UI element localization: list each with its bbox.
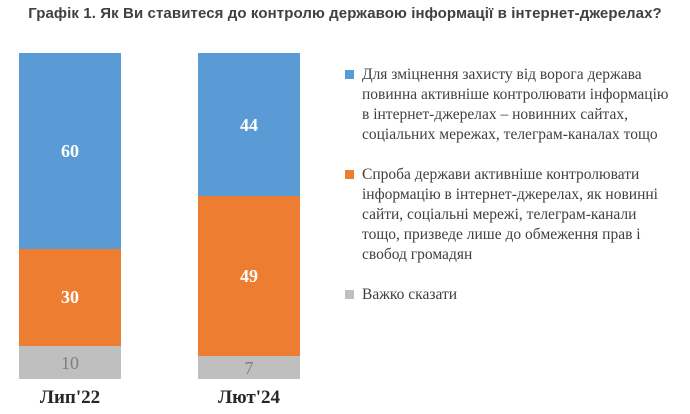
x-axis-label: Лют'24 xyxy=(217,387,281,408)
bar-segment: 7 xyxy=(198,356,300,379)
bar-segment: 60 xyxy=(19,53,121,249)
bar-value-label: 30 xyxy=(61,287,79,308)
stacked-bar: 44 49 7 xyxy=(198,53,300,379)
legend-marker-icon xyxy=(345,70,354,79)
bar-value-label: 49 xyxy=(240,266,258,287)
bar-value-label: 10 xyxy=(61,352,79,373)
bar-segment: 30 xyxy=(19,248,121,347)
chart-title: Графік 1. Як Ви ставитеся до контролю де… xyxy=(28,5,662,22)
bar-value-label: 44 xyxy=(240,114,258,135)
bar-segment: 49 xyxy=(198,196,300,357)
legend-label: Важко сказати xyxy=(362,286,458,303)
legend-label: Для зміцнення захисту від ворога держава… xyxy=(362,66,669,143)
legend-label: Спроба держави активніше контролювати ін… xyxy=(362,166,658,263)
legend-marker-icon xyxy=(345,170,354,179)
chart-content: 60 30 10 Лип'22 44 49 7 Лют'24 Для зміцнення за… xyxy=(0,53,690,409)
bar-segment: 44 xyxy=(198,53,300,197)
legend-item: Спроба держави активніше контролювати ін… xyxy=(345,165,686,265)
bar-group: 60 30 10 Лип'22 xyxy=(19,53,121,409)
legend: Для зміцнення захисту від ворога держава… xyxy=(345,53,690,409)
bar-segment: 10 xyxy=(19,346,121,379)
legend-marker-icon xyxy=(345,290,354,299)
x-axis-label: Лип'22 xyxy=(39,387,101,408)
legend-item: Важко сказати xyxy=(345,285,686,305)
bar-group: 44 49 7 Лют'24 xyxy=(198,53,300,409)
legend-item: Для зміцнення захисту від ворога держава… xyxy=(345,65,686,145)
bar-value-label: 7 xyxy=(244,357,254,378)
plot-area: 60 30 10 Лип'22 44 49 7 Лют'24 xyxy=(0,53,345,409)
stacked-bar: 60 30 10 xyxy=(19,53,121,379)
bar-value-label: 60 xyxy=(61,140,79,161)
